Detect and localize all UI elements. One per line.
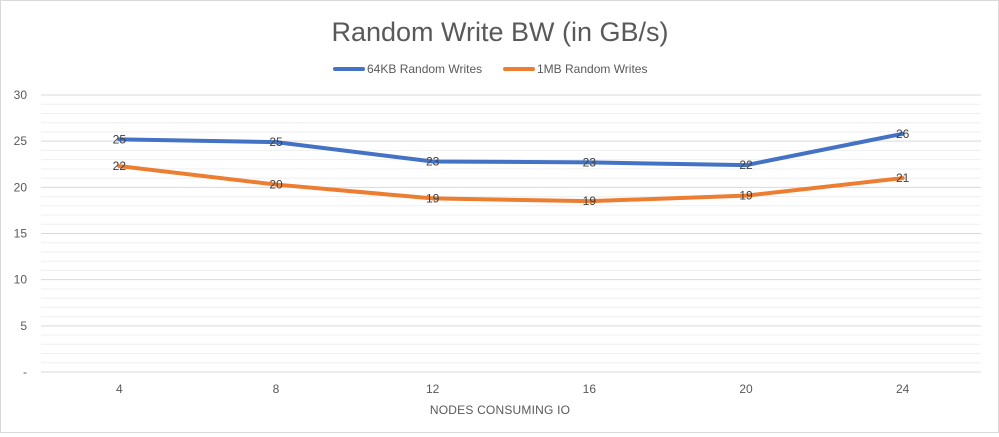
legend-item: 1MB Random Writes bbox=[503, 62, 647, 76]
y-tick-label: 15 bbox=[14, 227, 28, 241]
y-tick-label: 5 bbox=[20, 319, 27, 333]
data-label: 19 bbox=[583, 194, 597, 208]
data-labels: 25 25 23 23 22 26 22 20 19 19 19 21 bbox=[113, 127, 910, 208]
data-label: 25 bbox=[113, 132, 127, 146]
data-label: 25 bbox=[269, 135, 283, 149]
data-label: 23 bbox=[426, 154, 440, 168]
series-lines bbox=[117, 131, 905, 204]
x-axis-title: NODES CONSUMING IO bbox=[430, 403, 570, 417]
legend-label: 1MB Random Writes bbox=[537, 62, 647, 76]
y-axis-ticks: - 5 10 15 20 25 30 bbox=[14, 88, 28, 379]
y-tick-label: 25 bbox=[14, 134, 28, 148]
series-line-0 bbox=[117, 131, 905, 168]
data-label: 26 bbox=[896, 127, 910, 141]
legend-item: 64KB Random Writes bbox=[333, 62, 482, 76]
series-line-1 bbox=[117, 164, 905, 204]
y-tick-label: 20 bbox=[14, 180, 28, 194]
y-tick-label: 10 bbox=[14, 273, 28, 287]
data-label: 22 bbox=[113, 159, 127, 173]
legend: 64KB Random Writes 1MB Random Writes bbox=[333, 62, 647, 76]
data-label: 23 bbox=[583, 155, 597, 169]
data-label: 21 bbox=[896, 171, 910, 185]
y-tick-label: - bbox=[23, 365, 27, 379]
chart-title: Random Write BW (in GB/s) bbox=[331, 17, 668, 47]
data-label: 20 bbox=[269, 178, 283, 192]
x-tick-label: 16 bbox=[583, 382, 597, 396]
data-label: 19 bbox=[739, 189, 753, 203]
x-tick-label: 4 bbox=[116, 382, 123, 396]
x-axis-ticks: 4 8 12 16 20 24 bbox=[116, 382, 910, 396]
x-tick-label: 8 bbox=[273, 382, 280, 396]
legend-label: 64KB Random Writes bbox=[367, 62, 482, 76]
data-label: 22 bbox=[739, 158, 753, 172]
data-label: 19 bbox=[426, 191, 440, 205]
x-tick-label: 12 bbox=[426, 382, 440, 396]
x-tick-label: 24 bbox=[896, 382, 910, 396]
x-tick-label: 20 bbox=[739, 382, 753, 396]
gridlines bbox=[41, 94, 981, 373]
y-tick-label: 30 bbox=[14, 88, 28, 102]
